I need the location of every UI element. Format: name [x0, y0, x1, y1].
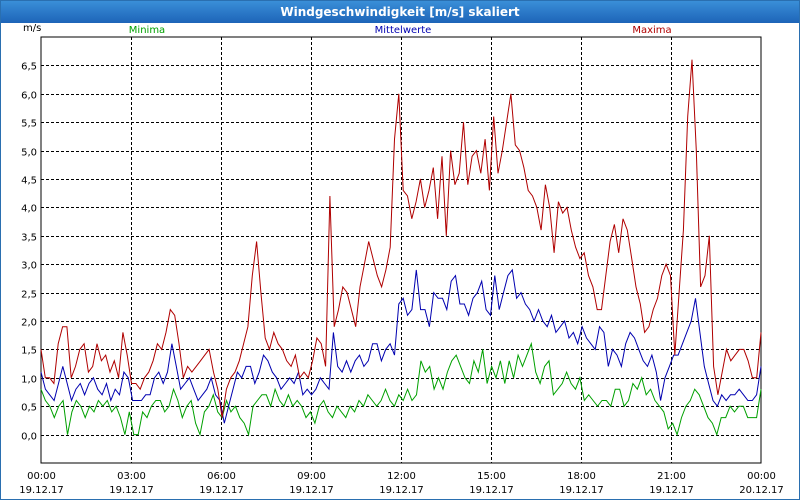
x-tick-time: 12:00	[387, 471, 416, 482]
x-tick-date: 19.12.17	[199, 485, 244, 496]
legend-maxima: Maxima	[632, 25, 671, 36]
series-line-mittelwerte	[40, 268, 762, 424]
y-tick-label: 5,0	[21, 148, 37, 159]
x-tick-time: 09:00	[297, 471, 326, 482]
x-tick-time: 21:00	[657, 471, 686, 482]
legend-minima: Minima	[129, 25, 165, 36]
legend-mittelwerte: Mittelwerte	[375, 25, 432, 36]
y-tick-label: 1,0	[21, 375, 37, 386]
y-tick-label: 1,5	[21, 346, 37, 357]
x-tick-time: 18:00	[567, 471, 596, 482]
y-tick-label: 6,5	[21, 62, 37, 73]
y-axis-label: m/s	[23, 23, 41, 34]
series-line-minima	[40, 341, 762, 437]
y-tick-label: 0,0	[21, 432, 37, 443]
x-tick-date: 19.12.17	[19, 485, 64, 496]
x-tick-date: 19.12.17	[109, 485, 154, 496]
x-tick-time: 03:00	[117, 471, 146, 482]
y-tick-label: 2,0	[21, 318, 37, 329]
x-tick-date: 19.12.17	[289, 485, 334, 496]
x-tick-date: 19.12.17	[469, 485, 514, 496]
series-line-maxima	[40, 59, 762, 418]
y-tick-label: 4,0	[21, 204, 37, 215]
y-tick-label: 4,5	[21, 176, 37, 187]
y-tick-label: 3,5	[21, 233, 37, 244]
x-tick-time: 00:00	[747, 471, 776, 482]
x-tick-time: 15:00	[477, 471, 506, 482]
window-title: Windgeschwindigkeit [m/s] skaliert	[1, 1, 799, 23]
chart-svg: 0,0 0,5 1,0 1,5 2,0 2,5 3,0 3,5 4,0 4,5 5,0 5,5 6,0 6…	[19, 23, 784, 496]
y-tick-label: 6,0	[21, 91, 37, 102]
x-tick-date: 19.12.17	[649, 485, 694, 496]
y-tick-label: 0,5	[21, 403, 37, 414]
y-tick-label: 2,5	[21, 290, 37, 301]
x-tick-date: 19.12.17	[559, 485, 604, 496]
y-tick-label: 5,5	[21, 119, 37, 130]
x-tick-date: 19.12.17	[379, 485, 424, 496]
y-tick-label: 3,0	[21, 261, 37, 272]
x-tick-date: 20.12.17	[739, 485, 784, 496]
x-tick-time: 06:00	[207, 471, 236, 482]
x-tick-time: 00:00	[27, 471, 56, 482]
